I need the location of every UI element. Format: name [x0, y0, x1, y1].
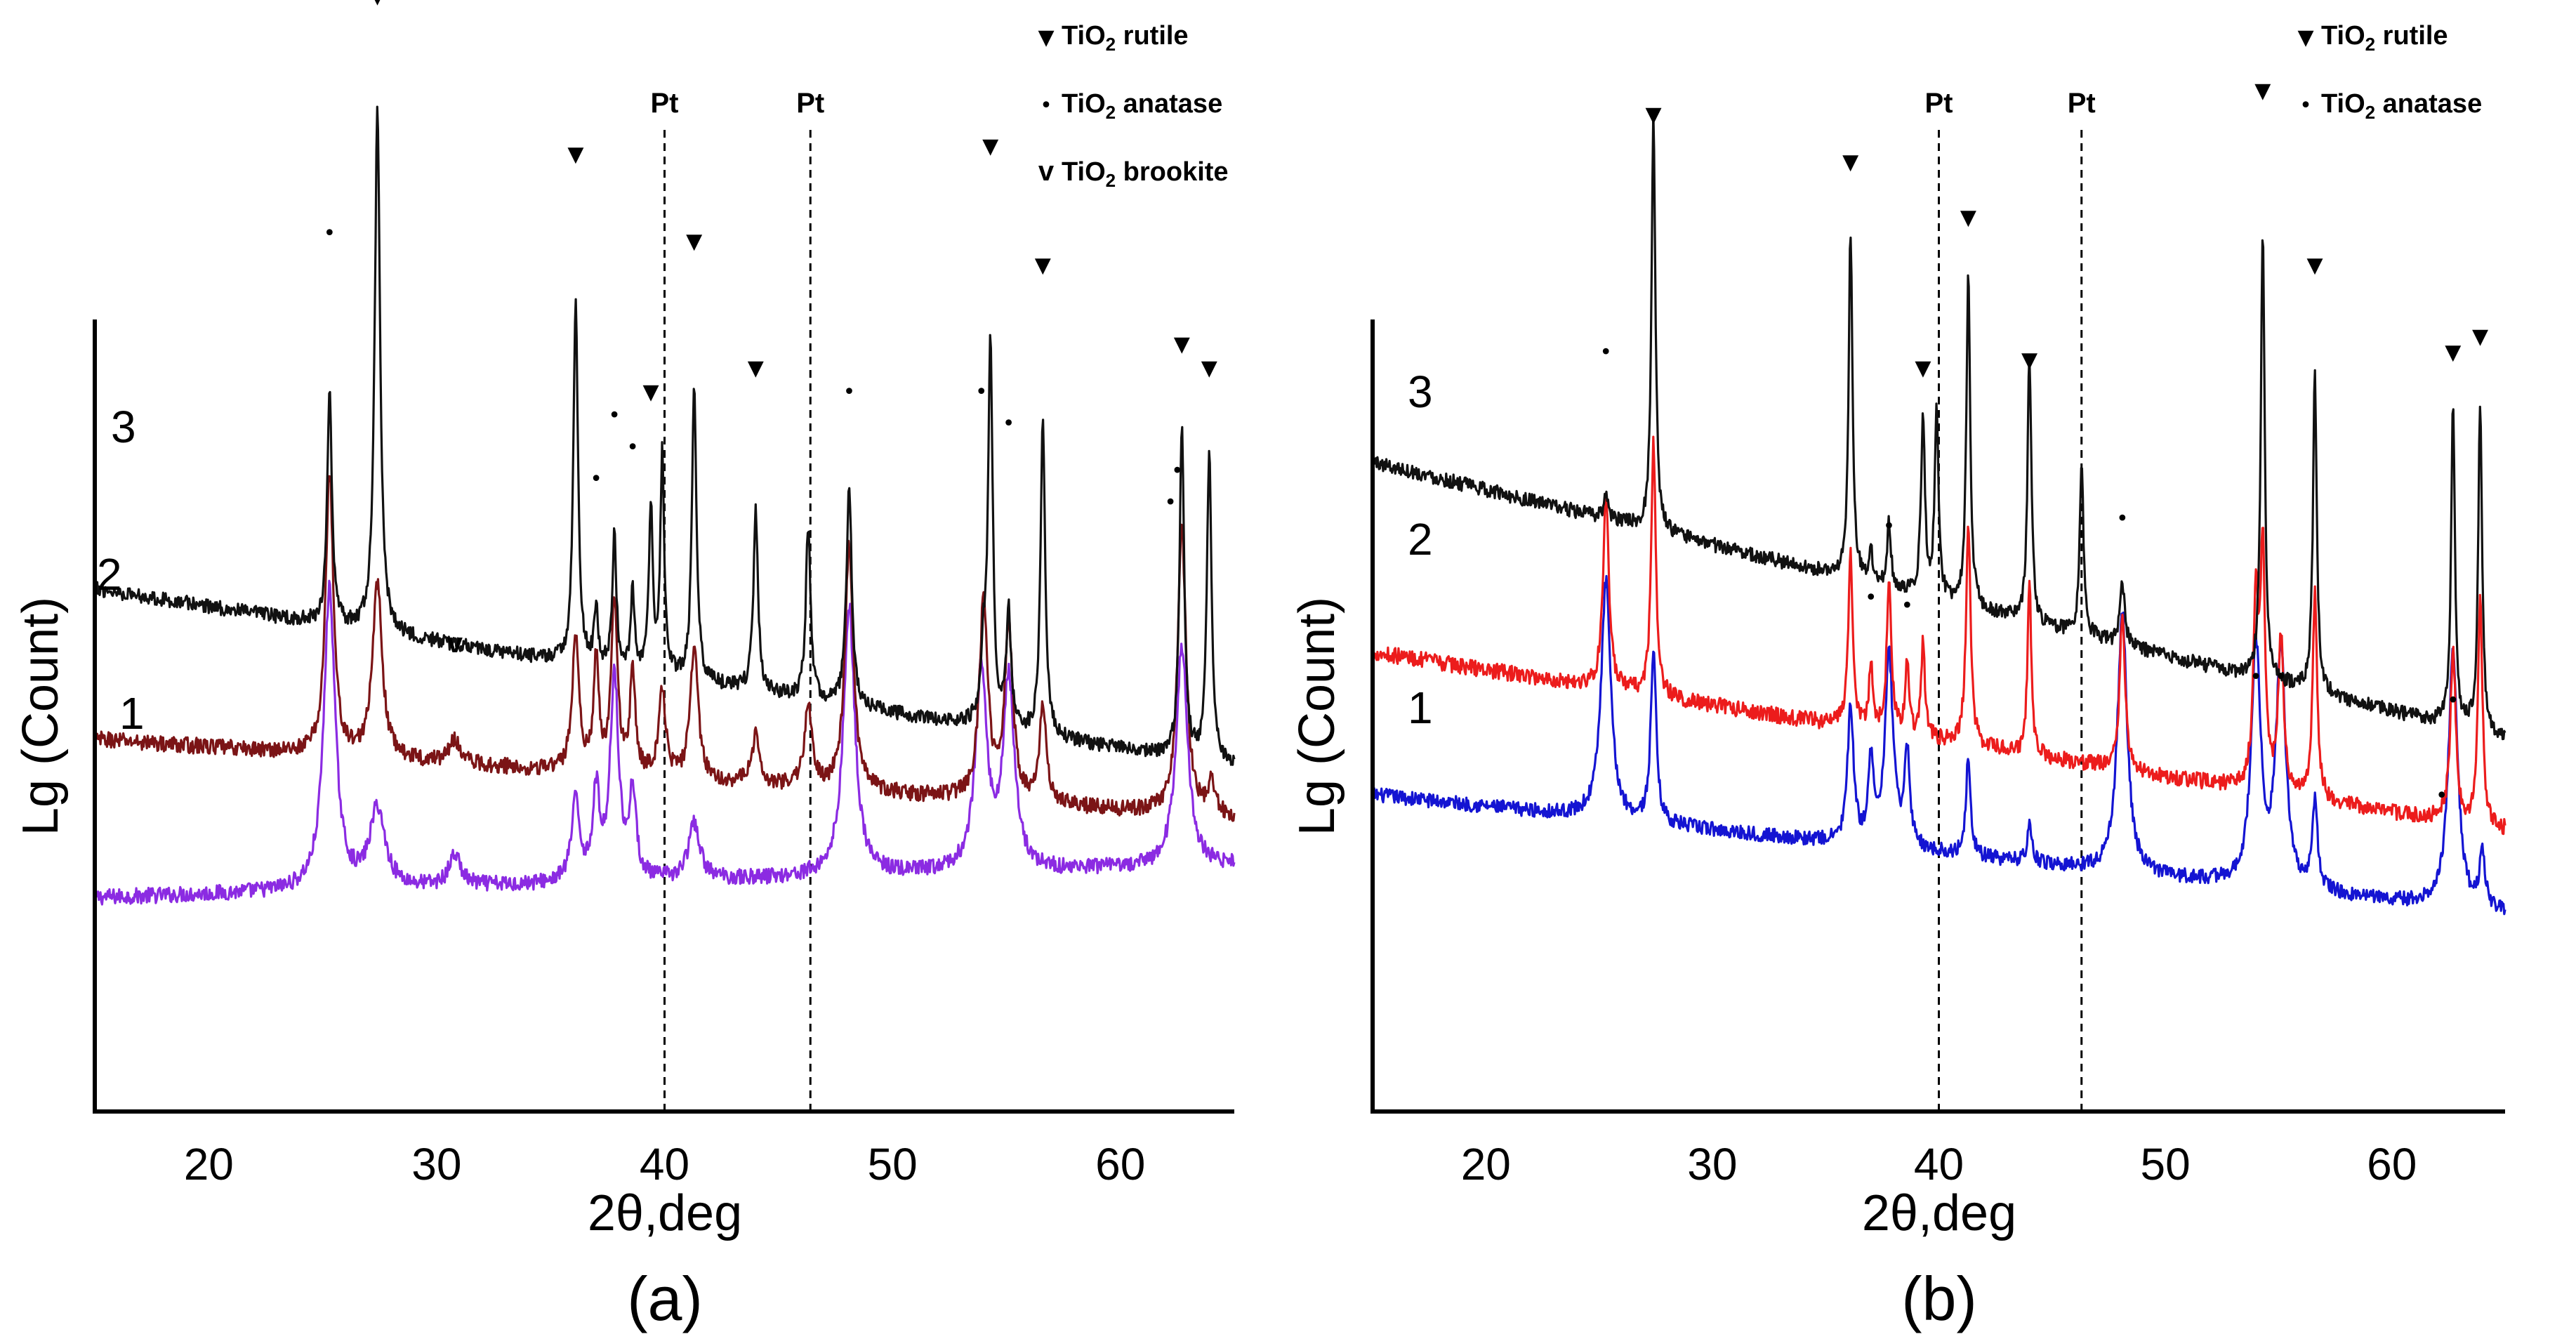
legend-label: TiO2 rutile — [1062, 21, 1189, 55]
legend-entry-anatase: • TiO2 anatase — [2299, 89, 2482, 123]
anatase-peak-marker: • — [2436, 784, 2448, 808]
series-line-2 — [93, 475, 1236, 822]
peak-markers: • ▼ ▼ • • • ▼ ▼ ▼ • ▼ • • ▼ • • ▼ ▼ — [1599, 79, 2488, 808]
legend: ▼ TiO2 rutile • TiO2 anatase — [2297, 21, 2482, 123]
anatase-peak-marker: • — [1865, 586, 1877, 610]
curve-label-3: 3 — [111, 402, 136, 452]
rutile-peak-marker: ▼ — [2472, 324, 2488, 349]
pt-label: Pt — [1925, 88, 1953, 119]
y-axis-label: Lg (Count) — [1289, 597, 1345, 836]
x-axis-label: 2θ,deg — [588, 1185, 742, 1241]
y-axis-label: Lg (Count) — [13, 597, 69, 836]
rutile-peak-marker: ▼ — [2021, 348, 2037, 373]
x-tick-label: 50 — [868, 1139, 918, 1189]
rutile-peak-marker: ▼ — [1915, 356, 1931, 381]
x-tick-label: 20 — [184, 1139, 234, 1189]
rutile-peak-marker: ▼ — [642, 380, 659, 404]
legend-label: TiO2 rutile — [2321, 21, 2448, 55]
anatase-peak-marker: • — [1901, 593, 1913, 618]
series-line-3 — [1371, 110, 2506, 741]
x-axis-label: 2θ,deg — [1862, 1185, 2016, 1241]
peak-markers: •▼▼•••▼▼▼••▼•▼••▼▼v — [323, 0, 1217, 659]
legend-entry-brookite: v TiO2 brookite — [1038, 156, 1229, 191]
anatase-peak-marker: • — [2275, 665, 2287, 690]
legend-entry-rutile: ▼ TiO2 rutile — [2297, 21, 2448, 55]
anatase-peak-marker: • — [1171, 459, 1184, 484]
rutile-peak-marker: ▼ — [1201, 356, 1217, 381]
legend-marker: • — [1040, 93, 1052, 118]
brookite-peak-marker: v — [447, 628, 463, 659]
panel-label: (a) — [627, 1264, 703, 1333]
legend-label: TiO2 anatase — [1062, 89, 1222, 123]
rutile-peak-marker: ▼ — [1960, 206, 1976, 230]
reference-lines: Pt Pt — [651, 88, 824, 1112]
legend-marker: ▼ — [1038, 25, 1054, 50]
x-tick-label: 50 — [2141, 1139, 2191, 1189]
x-tick-labels: 20 30 40 50 60 — [1461, 1139, 2417, 1189]
series-line-2 — [1371, 435, 2506, 836]
rutile-peak-marker: ▼ — [2306, 253, 2323, 277]
reference-lines: Pt Pt — [1925, 88, 2096, 1112]
legend: ▼ TiO2 rutile • TiO2 anatase v TiO2 broo… — [1038, 21, 1228, 191]
curve-label-3: 3 — [1408, 367, 1433, 417]
curve-label-1: 1 — [119, 688, 145, 739]
anatase-peak-marker: • — [2447, 689, 2459, 713]
legend-entry-rutile: ▼ TiO2 rutile — [1038, 21, 1188, 55]
rutile-peak-marker: ▼ — [982, 134, 998, 159]
anatase-peak-marker: • — [608, 404, 621, 428]
series-curves — [1371, 110, 2506, 916]
x-tick-label: 30 — [1687, 1139, 1737, 1189]
rutile-peak-marker: ▼ — [1842, 150, 1858, 175]
anatase-peak-marker: • — [1003, 411, 1015, 436]
legend-marker: v — [1038, 156, 1055, 187]
x-tick-label: 20 — [1461, 1139, 1511, 1189]
anatase-peak-marker: • — [1883, 515, 1896, 539]
legend-label: TiO2 anatase — [2321, 89, 2482, 123]
legend-entry-anatase: • TiO2 anatase — [1040, 89, 1222, 123]
anatase-peak-marker: • — [2250, 665, 2262, 690]
x-tick-label: 30 — [411, 1139, 461, 1189]
anatase-peak-marker: • — [2116, 506, 2129, 531]
x-tick-labels: 20 30 40 50 60 — [184, 1139, 1146, 1189]
chart-panel-b: Pt Pt • ▼ ▼ • • • ▼ ▼ ▼ • ▼ • • ▼ • • ▼ ▼ 20 30 40 50 60 2θ,de… — [1289, 21, 2506, 1333]
anatase-peak-marker: • — [323, 221, 336, 246]
anatase-peak-marker: • — [590, 467, 602, 492]
rutile-peak-marker: ▼ — [686, 229, 702, 253]
rutile-peak-marker: ▼ — [567, 142, 583, 166]
curve-label-2: 2 — [1408, 514, 1433, 565]
curve-label-2: 2 — [97, 549, 122, 600]
pt-label: Pt — [651, 88, 679, 119]
x-tick-label: 60 — [2367, 1139, 2417, 1189]
rutile-peak-marker: ▼ — [1645, 103, 1661, 127]
legend-marker: • — [2299, 93, 2312, 118]
x-tick-label: 60 — [1095, 1139, 1145, 1189]
series-line-1 — [93, 579, 1236, 906]
anatase-peak-marker: • — [1164, 491, 1177, 515]
series-curves — [93, 105, 1236, 906]
anatase-peak-marker: • — [1599, 340, 1612, 364]
legend-marker: ▼ — [2297, 25, 2313, 50]
curve-label-1: 1 — [1408, 682, 1433, 733]
rutile-peak-marker: ▼ — [2254, 79, 2271, 103]
anatase-peak-marker: • — [626, 435, 639, 460]
pt-label: Pt — [796, 88, 824, 119]
rutile-peak-marker: ▼ — [748, 356, 764, 381]
series-line-1 — [1371, 574, 2506, 916]
rutile-peak-marker: ▼ — [1035, 253, 1051, 277]
pt-label: Pt — [2068, 88, 2096, 119]
rutile-peak-marker: ▼ — [1174, 332, 1190, 357]
legend-label: TiO2 brookite — [1062, 157, 1229, 191]
rutile-peak-marker: ▼ — [369, 0, 385, 8]
rutile-peak-marker: ▼ — [2445, 340, 2461, 364]
anatase-peak-marker: • — [843, 380, 856, 404]
x-tick-label: 40 — [1914, 1139, 1964, 1189]
panel-label: (b) — [1901, 1264, 1977, 1333]
x-tick-label: 40 — [640, 1139, 689, 1189]
series-line-3 — [93, 105, 1236, 766]
anatase-peak-marker: • — [975, 380, 988, 404]
